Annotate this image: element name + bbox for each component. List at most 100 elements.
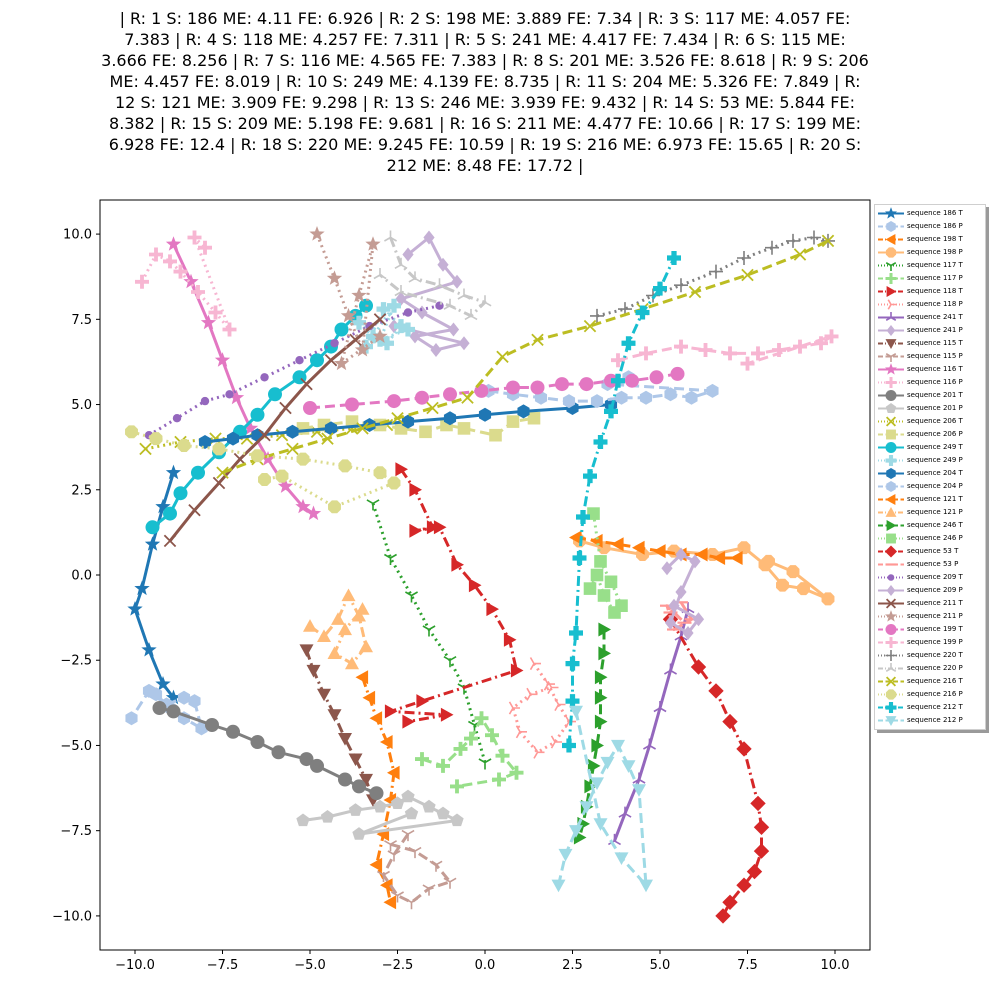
data-point <box>188 503 201 517</box>
data-point <box>214 352 231 367</box>
data-point <box>286 442 299 456</box>
data-point <box>740 356 755 371</box>
data-point <box>369 857 383 872</box>
data-point <box>355 602 370 615</box>
series-sequence-115-p <box>377 829 457 910</box>
data-point <box>562 738 576 753</box>
y-tick-label: −7.5 <box>60 824 92 839</box>
data-point <box>383 895 397 910</box>
data-point <box>422 884 436 896</box>
series-sequence-199-p <box>611 329 839 371</box>
data-point <box>415 390 429 405</box>
legend-label: sequence 53 P <box>907 560 959 568</box>
data-point <box>593 818 608 831</box>
series-line <box>575 536 737 560</box>
legend-label: sequence 206 P <box>907 430 963 438</box>
data-point <box>309 226 325 241</box>
data-point <box>698 343 713 357</box>
legend-swatch <box>878 481 904 492</box>
data-point <box>391 411 404 425</box>
data-point <box>675 547 687 562</box>
data-point <box>330 339 339 348</box>
data-point <box>506 380 520 395</box>
series-sequence-216-t <box>216 234 835 479</box>
data-point <box>258 473 271 486</box>
data-point <box>408 846 422 859</box>
data-point <box>338 622 352 636</box>
data-point <box>611 373 625 388</box>
legend: sequence 186 T sequence 186 P sequence 198… <box>874 204 986 730</box>
data-point <box>317 688 331 702</box>
legend-entry: sequence 206 T <box>875 415 985 428</box>
legend-label: sequence 211 T <box>907 599 963 607</box>
data-point <box>212 442 226 456</box>
data-point <box>594 555 607 568</box>
data-point <box>598 646 611 661</box>
data-point <box>384 553 397 565</box>
legend-label: sequence 246 T <box>907 521 963 529</box>
data-point <box>401 414 415 429</box>
data-point <box>268 387 282 402</box>
legend-swatch <box>878 221 904 232</box>
data-point <box>271 745 286 760</box>
legend-entry: sequence 209 T <box>875 571 985 584</box>
data-point <box>173 264 188 279</box>
legend-swatch <box>878 507 904 517</box>
data-point <box>163 254 177 269</box>
data-point <box>416 305 428 320</box>
data-point <box>433 520 447 535</box>
data-point <box>191 465 205 480</box>
data-point <box>583 319 597 333</box>
data-point <box>594 714 608 729</box>
legend-label: sequence 201 T <box>907 391 963 399</box>
legend-swatch <box>878 363 904 375</box>
data-point <box>380 878 393 893</box>
data-point <box>384 704 398 719</box>
data-point <box>639 879 653 893</box>
x-tick-label: −7.5 <box>207 958 239 973</box>
series-sequence-117-t <box>366 499 492 770</box>
series-line <box>309 594 368 666</box>
data-point <box>433 278 446 290</box>
series-line <box>168 318 381 542</box>
data-point <box>139 442 152 456</box>
series-sequence-117-p <box>415 711 524 794</box>
data-point <box>373 268 387 280</box>
data-point <box>569 705 583 719</box>
data-point <box>380 735 393 749</box>
data-point <box>430 343 442 357</box>
data-point <box>394 257 408 269</box>
data-point <box>333 355 350 371</box>
data-point <box>165 236 182 251</box>
data-point <box>695 547 708 562</box>
data-point <box>163 534 177 548</box>
data-point <box>590 568 604 582</box>
data-point <box>776 578 789 592</box>
series-sequence-121-p <box>303 588 373 670</box>
data-point <box>509 765 524 780</box>
legend-label: sequence 204 T <box>907 469 963 477</box>
data-point <box>495 748 510 763</box>
data-point <box>682 626 694 640</box>
legend-swatch <box>878 455 904 466</box>
data-point <box>736 877 752 893</box>
data-point <box>667 251 681 265</box>
data-point <box>550 735 562 749</box>
data-point <box>632 772 646 784</box>
data-point <box>821 234 835 248</box>
data-point <box>416 694 429 709</box>
data-point <box>394 285 408 297</box>
legend-swatch <box>878 299 904 310</box>
data-point <box>366 499 380 511</box>
data-point <box>468 578 482 593</box>
data-point <box>387 394 401 409</box>
data-point <box>362 690 376 705</box>
data-point <box>226 431 240 446</box>
legend-entry: sequence 186 P <box>875 220 985 233</box>
data-point <box>188 694 201 709</box>
series-layer <box>125 226 839 924</box>
y-tick-label: −10.0 <box>52 909 92 924</box>
data-point <box>440 707 454 722</box>
data-point <box>422 799 436 813</box>
legend-swatch <box>878 624 904 635</box>
